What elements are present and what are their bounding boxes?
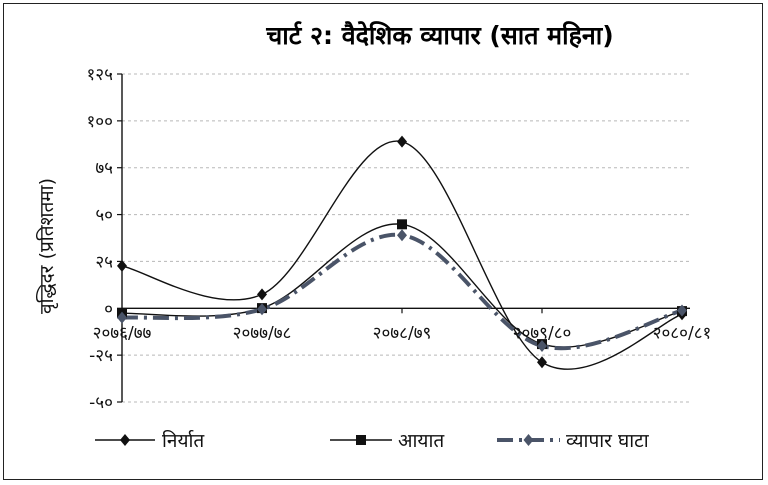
series-line-0: [121, 140, 683, 370]
data-point-marker: [257, 288, 267, 301]
axes: [121, 74, 690, 402]
data-point-marker: [677, 304, 687, 317]
y-tick-labels: -५० -२५ ० २५ ५० ७५ १०० १२५: [86, 65, 113, 413]
y-tick-label: -२५: [89, 346, 113, 366]
y-tick-label: १००: [86, 112, 113, 132]
legend: निर्यात आयात व्यापार घाटा: [95, 429, 650, 452]
x-tick-label: २०७७/७८: [233, 323, 292, 343]
legend-label: आयात: [398, 430, 445, 452]
y-tick-label: ०: [104, 299, 113, 319]
y-tick-label: २५: [95, 252, 113, 272]
y-tick-label: १२५: [86, 65, 113, 85]
x-tick-label: २०८०/८१: [653, 323, 712, 343]
data-point-marker: [537, 339, 547, 352]
gridlines: [117, 73, 690, 403]
data-point-marker: [523, 434, 534, 446]
y-tick-label: ५०: [95, 206, 113, 226]
data-point-marker: [397, 219, 407, 230]
data-point-marker: [537, 356, 547, 369]
y-tick-label: -५०: [89, 393, 113, 413]
data-point-marker: [356, 435, 366, 445]
data-point-marker: [120, 434, 130, 446]
y-axis-label: वृद्धिदर (प्रतिशतमा): [35, 178, 59, 314]
data-point-marker: [397, 229, 407, 242]
y-tick-label: ७५: [95, 159, 113, 179]
data-point-marker: [117, 259, 127, 272]
x-tick-label: २०७९/८०: [513, 323, 572, 343]
data-point-marker: [117, 311, 127, 324]
legend-label: निर्यात: [162, 429, 205, 452]
data-point-marker: [397, 135, 407, 148]
legend-label: व्यापार घाटा: [566, 430, 650, 452]
series-markers: [117, 135, 687, 369]
chart-title: चार्ट २: वैदेशिक व्यापार (सात महिना): [265, 21, 613, 50]
data-point-marker: [257, 303, 267, 316]
chart-frame: [3, 3, 763, 480]
x-tick-label: २०७६/७७: [93, 323, 152, 343]
x-tick-labels: २०७६/७७ २०७७/७८ २०७८/७९ २०७९/८० २०८०/८१: [93, 323, 712, 343]
x-tick-label: २०७८/७९: [373, 323, 432, 343]
